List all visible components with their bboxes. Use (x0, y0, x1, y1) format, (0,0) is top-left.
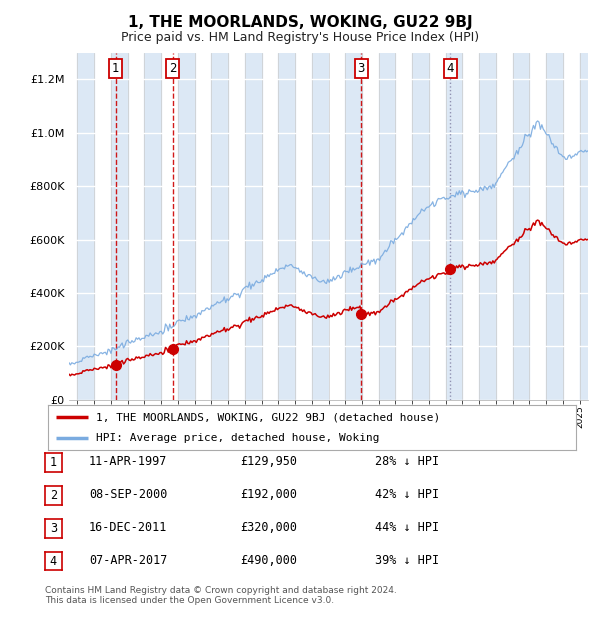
Text: 07-APR-2017: 07-APR-2017 (89, 554, 167, 567)
Bar (345, 53, 362, 400)
Bar (211, 53, 228, 400)
Text: 44% ↓ HPI: 44% ↓ HPI (375, 521, 439, 534)
Bar (145, 53, 161, 400)
Bar (379, 53, 395, 400)
Text: 4: 4 (50, 555, 57, 567)
Text: 4: 4 (446, 62, 454, 75)
Text: 3: 3 (358, 62, 365, 75)
Bar (245, 53, 262, 400)
Text: 39% ↓ HPI: 39% ↓ HPI (375, 554, 439, 567)
Bar (278, 53, 295, 400)
Bar (546, 53, 563, 400)
Bar (512, 53, 529, 400)
Bar (312, 53, 328, 400)
Bar (77, 53, 94, 400)
Text: £490,000: £490,000 (240, 554, 297, 567)
Text: 1: 1 (112, 62, 119, 75)
Text: £192,000: £192,000 (240, 489, 297, 501)
Text: 16-DEC-2011: 16-DEC-2011 (89, 521, 167, 534)
Text: 1: 1 (50, 456, 57, 469)
Bar (479, 53, 496, 400)
Text: £129,950: £129,950 (240, 456, 297, 468)
Text: 2: 2 (50, 489, 57, 502)
Text: 28% ↓ HPI: 28% ↓ HPI (375, 456, 439, 468)
Text: Contains HM Land Registry data © Crown copyright and database right 2024.
This d: Contains HM Land Registry data © Crown c… (45, 586, 397, 605)
Text: 1, THE MOORLANDS, WOKING, GU22 9BJ (detached house): 1, THE MOORLANDS, WOKING, GU22 9BJ (deta… (95, 412, 440, 422)
Text: 08-SEP-2000: 08-SEP-2000 (89, 489, 167, 501)
Text: Price paid vs. HM Land Registry's House Price Index (HPI): Price paid vs. HM Land Registry's House … (121, 31, 479, 44)
Text: 3: 3 (50, 522, 57, 534)
Bar (111, 53, 128, 400)
Text: HPI: Average price, detached house, Woking: HPI: Average price, detached house, Woki… (95, 433, 379, 443)
Bar (412, 53, 429, 400)
Text: 11-APR-1997: 11-APR-1997 (89, 456, 167, 468)
Text: £320,000: £320,000 (240, 521, 297, 534)
Text: 2: 2 (169, 62, 176, 75)
Text: 1, THE MOORLANDS, WOKING, GU22 9BJ: 1, THE MOORLANDS, WOKING, GU22 9BJ (128, 16, 472, 30)
Bar (580, 53, 596, 400)
Bar (178, 53, 194, 400)
Text: 42% ↓ HPI: 42% ↓ HPI (375, 489, 439, 501)
Bar (446, 53, 463, 400)
Bar (580, 53, 588, 400)
